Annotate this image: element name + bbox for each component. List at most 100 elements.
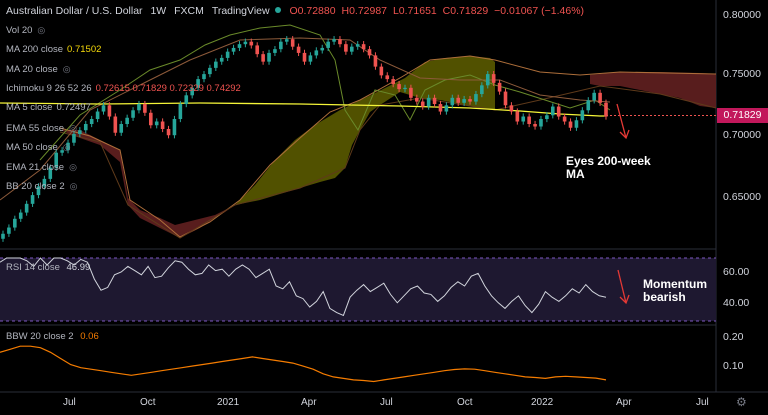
candle-body xyxy=(515,111,520,122)
ichimoku-cloud-bear-right xyxy=(590,72,716,108)
platform-label: TradingView xyxy=(211,5,270,17)
rsi-label: RSI 14 close xyxy=(6,262,60,273)
candle-body xyxy=(580,110,585,121)
candle-body xyxy=(48,167,53,179)
indicator-8[interactable]: BB 20 close 2 ◎ xyxy=(6,180,77,193)
candle-body xyxy=(314,50,319,56)
candle-body xyxy=(574,120,579,128)
candle-body xyxy=(208,67,212,75)
ohlc-high: H0.72987 xyxy=(341,5,388,17)
candle-body xyxy=(604,102,608,117)
bbw-legend[interactable]: BBW 20 close 2 0.06 xyxy=(6,331,99,343)
candle-body xyxy=(178,104,183,120)
rsi-tick-0: 60.00 xyxy=(723,266,750,278)
ohlc-low: L0.71651 xyxy=(392,5,437,17)
candle-body xyxy=(415,97,419,102)
candle-body xyxy=(302,52,307,62)
candle-body xyxy=(30,195,35,204)
candle-body xyxy=(480,85,484,95)
candle-body xyxy=(95,111,100,120)
candle-body xyxy=(385,75,390,80)
candle-body xyxy=(391,79,395,85)
hidden-eye-icon[interactable]: ◎ xyxy=(62,64,71,74)
bbw-tick-0: 0.20 xyxy=(723,331,744,343)
rsi-line xyxy=(0,257,607,317)
candle-body xyxy=(131,110,135,118)
indicator-7[interactable]: EMA 21 close ◎ xyxy=(6,161,77,174)
candle-body xyxy=(527,116,531,125)
candle-body xyxy=(586,100,591,111)
indicator-label: EMA 21 close xyxy=(6,161,65,173)
indicator-0[interactable]: Vol 20 ◎ xyxy=(6,24,45,37)
indicator-label: MA 200 close xyxy=(6,43,64,55)
candle-body xyxy=(556,106,561,117)
annotation-rsi: Momentum bearish xyxy=(643,277,707,304)
hidden-eye-icon[interactable]: ◎ xyxy=(69,181,78,191)
indicator-label: EMA 55 close xyxy=(6,122,65,134)
candle-body xyxy=(72,133,76,143)
hidden-eye-icon[interactable]: ◎ xyxy=(62,142,71,152)
candle-body xyxy=(491,74,496,83)
candle-body xyxy=(13,218,17,228)
hidden-eye-icon[interactable]: ◎ xyxy=(69,161,77,172)
indicator-1[interactable]: MA 200 close 0.71502 xyxy=(6,44,101,56)
indicator-4[interactable]: MA 5 close 0.72497 xyxy=(6,102,91,114)
rsi-value: 46.99 xyxy=(66,262,91,273)
candle-body xyxy=(202,74,206,80)
candle-body xyxy=(119,124,124,133)
candle-body xyxy=(379,66,384,76)
interval-label[interactable]: 1W xyxy=(150,5,167,17)
x-tick-7: Apr xyxy=(616,397,632,408)
candle-body xyxy=(450,97,455,106)
indicator-5[interactable]: EMA 55 close ◎ xyxy=(6,122,77,135)
hidden-eye-icon[interactable]: ◎ xyxy=(37,25,46,35)
indicator-label: MA 50 close xyxy=(6,142,58,153)
candle-body xyxy=(279,41,283,50)
candle-body xyxy=(190,87,194,96)
indicator-label: Vol 20 xyxy=(6,25,33,36)
candle-body xyxy=(509,105,514,112)
candle-body xyxy=(568,121,573,128)
candle-body xyxy=(101,105,106,112)
candle-body xyxy=(125,117,129,125)
hidden-eye-icon[interactable]: ◎ xyxy=(69,122,77,133)
annotation-main: Eyes 200-week MA xyxy=(566,154,651,181)
candle-body xyxy=(36,186,41,196)
candle-body xyxy=(503,91,508,106)
candle-body xyxy=(54,152,59,168)
rsi-legend[interactable]: RSI 14 close 46.99 xyxy=(6,262,90,274)
candle-body xyxy=(113,116,118,133)
candle-body xyxy=(533,124,537,127)
indicator-3[interactable]: Ichimoku 9 26 52 26 0.72615 0.71829 0.723… xyxy=(6,83,241,95)
indicator-6[interactable]: MA 50 close ◎ xyxy=(6,141,71,154)
candle-body xyxy=(24,203,29,213)
candle-body xyxy=(261,54,265,62)
candle-body xyxy=(545,115,549,120)
source-label: FXCM xyxy=(174,5,204,17)
candle-body xyxy=(273,49,277,53)
candle-body xyxy=(137,104,141,111)
chart-header: Australian Dollar / U.S. Dollar 1W FXCM … xyxy=(6,5,584,18)
indicator-2[interactable]: MA 20 close ◎ xyxy=(6,63,71,76)
x-tick-3: Apr xyxy=(301,397,317,408)
y-tick-3: 0.65000 xyxy=(723,191,761,203)
gear-icon[interactable]: ⚙ xyxy=(736,395,747,409)
last-price-tag: 0.71829 xyxy=(717,108,768,123)
indicator-value: 0.71502 xyxy=(67,43,102,55)
ichimoku-base-line xyxy=(0,37,611,201)
candle-body xyxy=(83,124,88,131)
candle-body xyxy=(89,119,94,125)
candle-body xyxy=(290,39,295,47)
price-candles xyxy=(1,36,608,242)
candle-body xyxy=(373,55,378,67)
price-change: −0.01067 (−1.46%) xyxy=(494,5,585,17)
x-tick-6: 2022 xyxy=(531,397,554,408)
x-tick-4: Jul xyxy=(380,397,393,408)
x-tick-2: 2021 xyxy=(217,397,240,408)
y-tick-2: 0.70000 xyxy=(723,129,761,141)
x-tick-1: Oct xyxy=(140,397,156,408)
candle-body xyxy=(284,39,289,42)
symbol-name[interactable]: Australian Dollar / U.S. Dollar xyxy=(6,5,143,17)
bbw-value: 0.06 xyxy=(80,331,99,342)
candle-body xyxy=(403,87,407,90)
